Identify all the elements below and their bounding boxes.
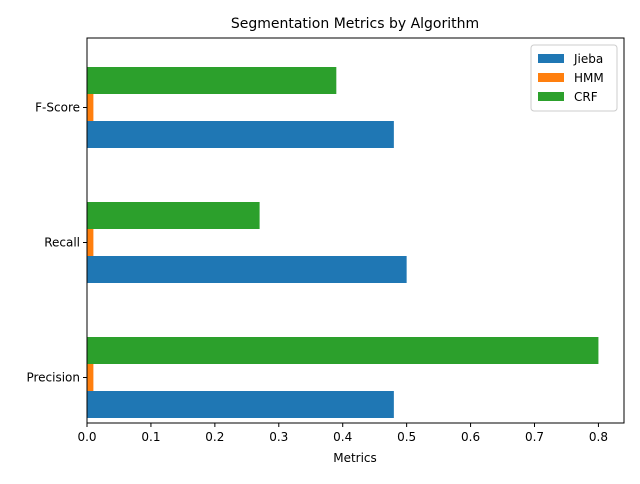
legend-label-crf: CRF [574,90,598,104]
bar-jieba-f-score [87,121,394,148]
x-tick-label: 0.2 [205,430,224,444]
bar-crf-f-score [87,67,337,94]
x-tick-label: 0.3 [269,430,288,444]
bar-crf-recall [87,202,260,229]
bar-crf-precision [87,337,599,364]
legend-label-hmm: HMM [574,71,604,85]
x-tick-label: 0.4 [333,430,352,444]
y-tick-label: Precision [26,371,80,385]
x-tick-label: 0.7 [525,430,544,444]
bar-hmm-precision [87,364,94,391]
legend-swatch-hmm [538,73,564,82]
legend-swatch-jieba [538,54,564,63]
plot-frame [86,37,625,424]
chart-title: Segmentation Metrics by Algorithm [231,16,479,32]
y-tick-label: F-Score [35,101,80,115]
bar-jieba-recall [87,256,407,283]
x-axis-label: Metrics [333,451,377,465]
x-tick-label: 0.0 [77,430,96,444]
x-tick-label: 0.6 [461,430,480,444]
y-tick-label: Recall [44,236,80,250]
legend-swatch-crf [538,92,564,101]
x-axis: 0.0 0.1 0.2 0.3 0.4 0.5 0.6 0.7 0.8 [77,423,608,444]
x-tick-label: 0.5 [397,430,416,444]
bars-layer [87,67,599,418]
bar-hmm-f-score [87,94,94,121]
x-tick-label: 0.1 [141,430,160,444]
y-axis: Precision Recall F-Score [26,101,87,385]
bar-hmm-recall [87,229,94,256]
x-tick-label: 0.8 [589,430,608,444]
legend-label-jieba: Jieba [573,52,603,66]
legend: Jieba HMM CRF [530,44,618,112]
bar-jieba-precision [87,391,394,418]
